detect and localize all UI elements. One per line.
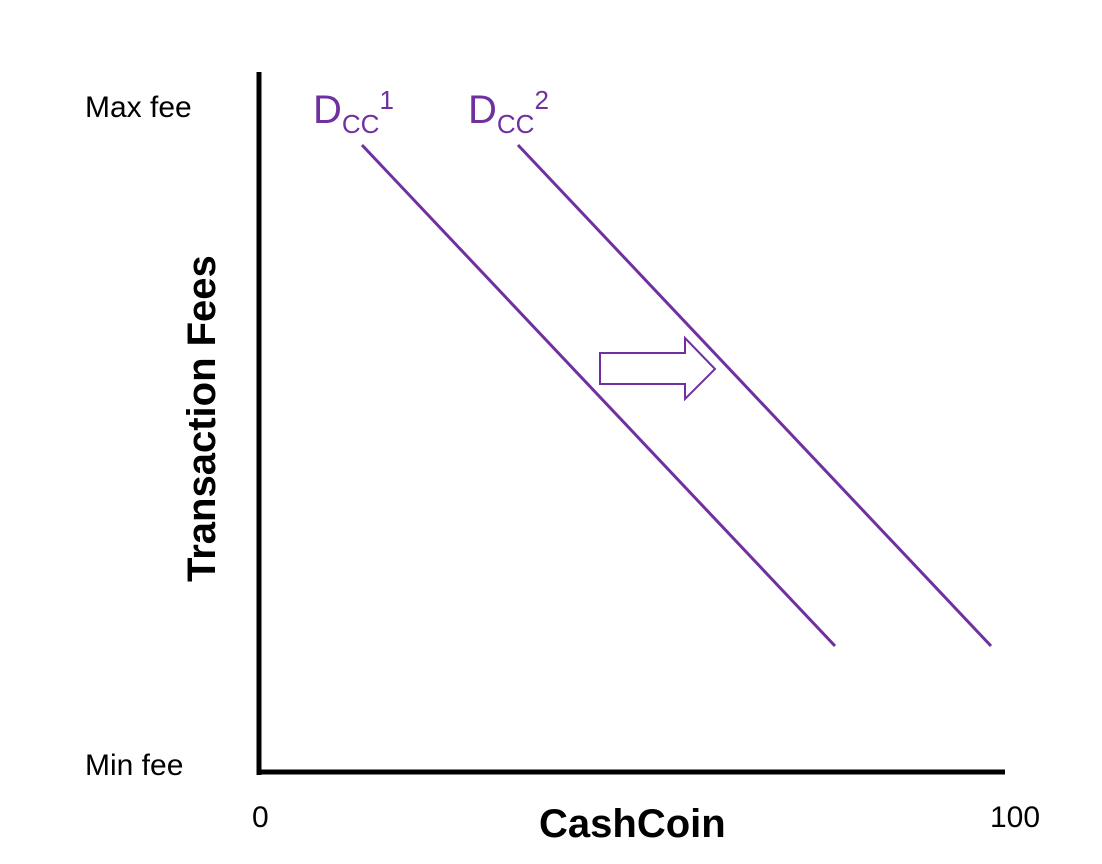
max-fee-label: Max fee [85, 91, 192, 124]
y-axis-title: Transaction Fees [180, 255, 224, 582]
min-fee-label: Min fee [85, 749, 184, 782]
x-axis-max-label: 100 [990, 801, 1041, 834]
curve-2-main: D [468, 88, 497, 132]
shift-right-arrow [599, 335, 717, 402]
demand-curve-2-label: DCC2 [468, 87, 549, 137]
curve-1-superscript: 1 [379, 85, 394, 115]
curve-1-subscript: CC [341, 109, 380, 139]
x-axis-title: CashCoin [539, 802, 726, 846]
x-axis-origin-label: 0 [252, 801, 269, 834]
demand-curve-2 [516, 143, 993, 648]
curve-1-main: D [313, 88, 342, 132]
curve-2-subscript: CC [496, 109, 535, 139]
demand-curve-1 [360, 143, 837, 648]
demand-curve-1-label: DCC1 [313, 87, 394, 137]
curve-2-superscript: 2 [534, 85, 549, 115]
